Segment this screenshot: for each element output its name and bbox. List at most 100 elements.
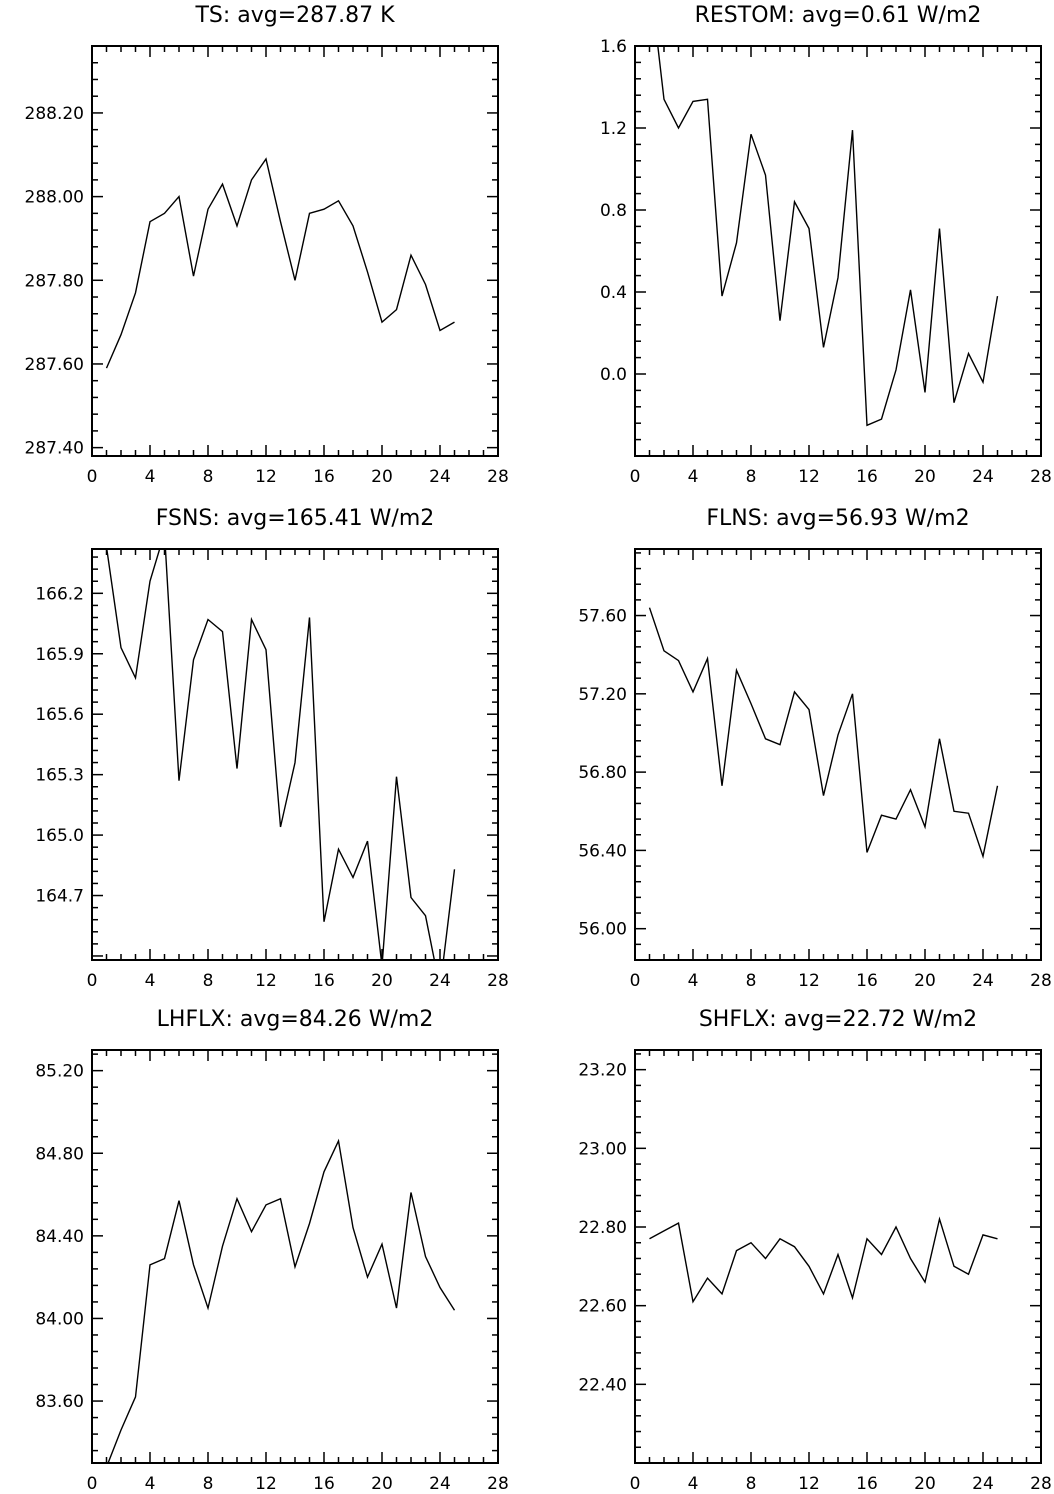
y-tick-label: 165.0 bbox=[35, 826, 84, 846]
y-tick-label: 84.80 bbox=[35, 1144, 84, 1164]
chart-title: FSNS: avg=165.41 W/m2 bbox=[156, 506, 435, 531]
plot-frame bbox=[634, 45, 1042, 457]
x-tick-label: 4 bbox=[145, 971, 156, 991]
y-tick-label: 165.3 bbox=[35, 766, 84, 786]
series-line-0 bbox=[106, 549, 456, 960]
plot-frame bbox=[634, 548, 1042, 961]
series-line-0 bbox=[657, 46, 999, 427]
x-tick-label: 16 bbox=[313, 1474, 335, 1494]
x-tick-label: 20 bbox=[914, 1474, 936, 1494]
chart-title: RESTOM: avg=0.61 W/m2 bbox=[695, 3, 982, 28]
y-tick-label: 22.40 bbox=[578, 1375, 627, 1395]
x-tick-label: 4 bbox=[688, 1474, 699, 1494]
y-tick-label: 22.60 bbox=[578, 1297, 627, 1317]
x-tick-label: 12 bbox=[255, 1474, 277, 1494]
plot-frame bbox=[91, 548, 499, 961]
chart-panel-5: SHFLX: avg=22.72 W/m2 0 4 8 12 16 20 24 28 22.40 2… bbox=[578, 1007, 1051, 1494]
y-tick-label: 85.20 bbox=[35, 1062, 84, 1082]
x-tick-label: 4 bbox=[688, 467, 699, 487]
y-tick-label: 165.6 bbox=[35, 705, 84, 725]
x-tick-label: 8 bbox=[203, 971, 214, 991]
x-tick-label: 24 bbox=[972, 971, 994, 991]
y-tick-label: 1.2 bbox=[600, 119, 627, 139]
y-tick-label: 57.60 bbox=[578, 607, 627, 627]
chart-panel-4: LHFLX: avg=84.26 W/m2 0 4 8 12 16 20 24 28 83.60 8… bbox=[35, 1007, 508, 1494]
series-line-0 bbox=[105, 157, 455, 369]
chart-title: SHFLX: avg=22.72 W/m2 bbox=[699, 1007, 977, 1032]
series-line-0 bbox=[648, 607, 999, 859]
x-tick-label: 28 bbox=[1030, 1474, 1052, 1494]
y-tick-label: 22.80 bbox=[578, 1218, 627, 1238]
x-tick-label: 28 bbox=[487, 1474, 509, 1494]
x-tick-label: 8 bbox=[203, 1474, 214, 1494]
x-tick-label: 8 bbox=[203, 467, 214, 487]
x-tick-label: 28 bbox=[1030, 971, 1052, 991]
plot-frame bbox=[91, 1049, 499, 1464]
y-tick-label: 287.40 bbox=[25, 439, 84, 459]
y-tick-label: 56.80 bbox=[578, 763, 627, 783]
y-tick-label: 0.4 bbox=[600, 283, 627, 303]
x-tick-label: 24 bbox=[972, 467, 994, 487]
x-tick-label: 24 bbox=[429, 1474, 451, 1494]
x-tick-label: 0 bbox=[630, 971, 641, 991]
x-tick-label: 20 bbox=[371, 467, 393, 487]
chart-panel-2: FSNS: avg=165.41 W/m2 0 4 8 12 16 20 24 28 164.7 1… bbox=[35, 506, 508, 991]
y-tick-label: 0.8 bbox=[600, 201, 627, 221]
y-tick-label: 287.60 bbox=[25, 355, 84, 375]
y-tick-label: 56.40 bbox=[578, 841, 627, 861]
y-tick-label: 57.20 bbox=[578, 685, 627, 705]
x-tick-label: 0 bbox=[630, 467, 641, 487]
chart-title: TS: avg=287.87 K bbox=[194, 3, 395, 28]
x-tick-label: 16 bbox=[856, 467, 878, 487]
plot-frame bbox=[91, 45, 499, 457]
x-tick-label: 8 bbox=[746, 467, 757, 487]
x-tick-label: 12 bbox=[798, 467, 820, 487]
x-tick-label: 16 bbox=[856, 971, 878, 991]
x-tick-label: 0 bbox=[87, 971, 98, 991]
y-tick-label: 84.40 bbox=[35, 1227, 84, 1247]
y-tick-label: 23.00 bbox=[578, 1139, 627, 1159]
y-tick-label: 166.2 bbox=[35, 584, 84, 604]
chart-title: LHFLX: avg=84.26 W/m2 bbox=[157, 1007, 434, 1032]
x-tick-label: 12 bbox=[798, 1474, 820, 1494]
x-tick-label: 0 bbox=[630, 1474, 641, 1494]
x-tick-label: 8 bbox=[746, 1474, 757, 1494]
x-tick-label: 4 bbox=[688, 971, 699, 991]
series-line-0 bbox=[107, 1138, 456, 1463]
chart-panel-1: RESTOM: avg=0.61 W/m2 0 4 8 12 16 20 24 28 0.0 0.4… bbox=[600, 3, 1052, 487]
y-tick-label: 288.20 bbox=[25, 104, 84, 124]
chart-title: FLNS: avg=56.93 W/m2 bbox=[706, 506, 969, 531]
x-tick-label: 12 bbox=[255, 467, 277, 487]
x-tick-label: 0 bbox=[87, 467, 98, 487]
chart-panel-3: FLNS: avg=56.93 W/m2 0 4 8 12 16 20 24 28 56.00 56… bbox=[578, 506, 1051, 991]
x-tick-label: 12 bbox=[255, 971, 277, 991]
y-tick-label: 1.6 bbox=[600, 37, 627, 57]
x-tick-label: 20 bbox=[371, 971, 393, 991]
series-line-0 bbox=[649, 1216, 998, 1304]
y-tick-label: 83.60 bbox=[35, 1392, 84, 1412]
chart-panel-0: TS: avg=287.87 K 0 4 8 12 16 20 24 28 287.40 287.6… bbox=[25, 3, 509, 487]
x-tick-label: 24 bbox=[429, 467, 451, 487]
x-tick-label: 20 bbox=[914, 467, 936, 487]
y-tick-label: 288.00 bbox=[25, 188, 84, 208]
y-tick-label: 56.00 bbox=[578, 920, 627, 940]
y-tick-label: 0.0 bbox=[600, 365, 627, 385]
x-tick-label: 16 bbox=[313, 467, 335, 487]
y-tick-label: 164.7 bbox=[35, 887, 84, 907]
x-tick-label: 28 bbox=[487, 467, 509, 487]
y-tick-label: 165.9 bbox=[35, 645, 84, 665]
x-tick-label: 20 bbox=[914, 971, 936, 991]
x-tick-label: 20 bbox=[371, 1474, 393, 1494]
y-tick-label: 84.00 bbox=[35, 1309, 84, 1329]
y-tick-label: 23.20 bbox=[578, 1061, 627, 1081]
x-tick-label: 28 bbox=[487, 971, 509, 991]
x-tick-label: 0 bbox=[87, 1474, 98, 1494]
x-tick-label: 24 bbox=[972, 1474, 994, 1494]
x-tick-label: 28 bbox=[1030, 467, 1052, 487]
x-tick-label: 4 bbox=[145, 1474, 156, 1494]
x-tick-label: 16 bbox=[856, 1474, 878, 1494]
x-tick-label: 16 bbox=[313, 971, 335, 991]
y-tick-label: 287.80 bbox=[25, 271, 84, 291]
x-tick-label: 8 bbox=[746, 971, 757, 991]
